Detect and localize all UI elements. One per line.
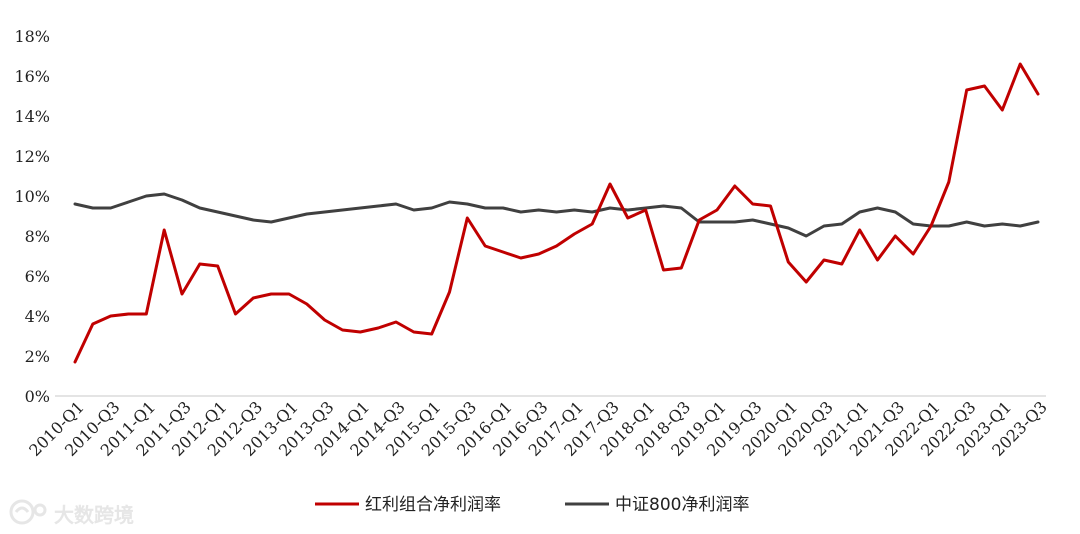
y-tick-label: 0% (25, 387, 50, 406)
y-tick-label: 10% (14, 187, 50, 206)
series-line (73, 192, 1040, 238)
plot-lines (73, 62, 1040, 364)
series-line (73, 62, 1040, 364)
legend: 红利组合净利润率 中证800净利润率 (315, 495, 749, 515)
axes: 0%2%4%6%8%10%12%14%16%18%2010-Q12010-Q32… (14, 27, 1050, 460)
y-tick-label: 12% (14, 147, 50, 166)
y-tick-label: 8% (25, 227, 50, 246)
logo-icon (9, 499, 47, 525)
legend-label: 中证800净利润率 (615, 495, 749, 515)
y-tick-label: 4% (25, 307, 50, 326)
y-tick-label: 6% (25, 267, 50, 286)
y-tick-label: 16% (14, 67, 50, 86)
y-tick-label: 14% (14, 107, 50, 126)
legend-label: 红利组合净利润率 (365, 495, 501, 515)
watermark-text: 大数跨境 (54, 503, 134, 527)
watermark: 大数跨境 (9, 499, 134, 527)
y-tick-label: 18% (14, 27, 50, 46)
y-tick-label: 2% (25, 347, 50, 366)
